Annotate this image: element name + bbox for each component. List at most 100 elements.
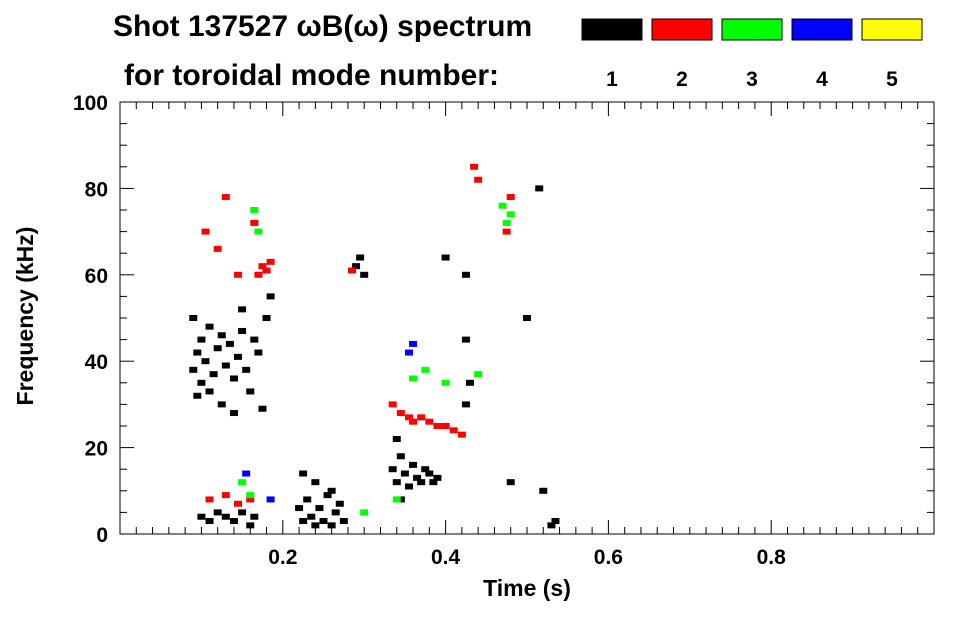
spectrum-point-n2 bbox=[433, 423, 442, 429]
spectrum-point-n1 bbox=[331, 509, 340, 516]
spectrum-point-n1 bbox=[295, 505, 304, 512]
spectrum-point-n1 bbox=[209, 371, 218, 378]
spectrum-point-n1 bbox=[221, 362, 230, 369]
spectrum-point-n1 bbox=[250, 513, 259, 520]
spectrum-point-n2 bbox=[409, 418, 418, 425]
spectrum-point-n1 bbox=[404, 483, 413, 490]
spectrum-point-n3 bbox=[506, 211, 515, 218]
spectrum-point-n1 bbox=[258, 405, 267, 412]
spectrum-point-n1 bbox=[392, 479, 401, 486]
data-marks bbox=[189, 163, 560, 529]
spectrum-point-n3 bbox=[254, 228, 263, 235]
spectrum-point-n2 bbox=[262, 267, 271, 274]
spectrum-point-n4 bbox=[404, 349, 413, 356]
spectrum-point-n1 bbox=[311, 522, 320, 529]
legend-swatch-3 bbox=[721, 18, 783, 41]
spectrum-point-n1 bbox=[327, 487, 336, 494]
spectrum-point-n2 bbox=[205, 496, 214, 503]
spectrum-point-n1 bbox=[547, 522, 556, 529]
spectrum-point-n3 bbox=[392, 496, 401, 503]
spectrum-point-n1 bbox=[461, 336, 470, 343]
spectrum-point-n3 bbox=[474, 371, 483, 378]
legend-swatch-4 bbox=[791, 18, 853, 41]
spectrum-point-n2 bbox=[258, 263, 267, 270]
spectrum-point-n1 bbox=[238, 306, 247, 313]
spectrum-point-n2 bbox=[506, 194, 515, 201]
spectrum-point-n1 bbox=[242, 366, 251, 373]
spectrum-point-n1 bbox=[425, 470, 434, 477]
chart-title-line2: for toroidal mode number: bbox=[124, 59, 499, 92]
spectrum-point-n1 bbox=[217, 332, 226, 339]
spectrum-point-n1 bbox=[299, 470, 308, 477]
spectrum-point-n1 bbox=[189, 315, 198, 321]
y-tick-label: 80 bbox=[85, 178, 108, 201]
spectrum-point-n1 bbox=[205, 518, 214, 525]
spectrum-point-n2 bbox=[404, 414, 413, 421]
spectrum-point-n2 bbox=[201, 228, 210, 235]
spectrum-point-n2 bbox=[396, 410, 405, 417]
spectrum-point-n1 bbox=[466, 379, 475, 386]
spectrum-point-n3 bbox=[421, 366, 430, 373]
spectrum-point-n2 bbox=[388, 401, 397, 408]
spectrum-point-n4 bbox=[242, 470, 251, 477]
chart-title-line1: Shot 137527 ωB(ω) spectrum bbox=[113, 10, 532, 43]
spectrum-point-n1 bbox=[213, 345, 222, 352]
spectrum-point-n1 bbox=[205, 388, 214, 395]
spectrum-point-n1 bbox=[417, 479, 426, 486]
spectrum-point-n1 bbox=[225, 340, 234, 347]
spectrum-point-n3 bbox=[246, 492, 255, 499]
x-tick-label: 0.8 bbox=[757, 546, 787, 569]
spectrum-point-n2 bbox=[254, 271, 263, 278]
spectrum-point-n1 bbox=[221, 513, 230, 520]
spectrum-point-n2 bbox=[221, 492, 230, 499]
y-tick-label: 100 bbox=[73, 92, 108, 115]
spectrum-point-n2 bbox=[457, 431, 466, 438]
spectrum-point-n2 bbox=[234, 271, 243, 278]
spectrum-point-n1 bbox=[429, 479, 438, 486]
spectrum-point-n1 bbox=[396, 496, 405, 503]
spectrum-point-n1 bbox=[413, 474, 422, 481]
spectrum-point-n1 bbox=[201, 358, 210, 365]
spectrum-point-n2 bbox=[246, 496, 255, 503]
spectrum-point-n1 bbox=[461, 401, 470, 408]
spectrum-point-n1 bbox=[409, 461, 418, 468]
spectrum-point-n3 bbox=[502, 219, 511, 226]
axes: 0 20 40 60 80 100 0.2 0.4 0.6 0.8 bbox=[73, 92, 934, 569]
spectrum-point-n1 bbox=[335, 500, 344, 507]
x-tick-label: 0.4 bbox=[431, 546, 461, 569]
spectrum-point-n1 bbox=[213, 509, 222, 516]
spectrum-point-n3 bbox=[441, 379, 450, 386]
y-tick-label: 20 bbox=[85, 438, 108, 461]
spectrum-point-n1 bbox=[217, 401, 226, 408]
spectrum-point-n1 bbox=[189, 366, 198, 373]
spectrum-point-n1 bbox=[327, 522, 336, 529]
spectrum-point-n2 bbox=[474, 176, 483, 183]
spectrum-point-n2 bbox=[347, 267, 356, 274]
spectrum-point-n1 bbox=[311, 479, 320, 486]
legend-swatch-5 bbox=[861, 18, 923, 41]
spectrum-point-n1 bbox=[238, 509, 247, 516]
spectrum-point-n1 bbox=[307, 513, 316, 520]
spectrum-point-n2 bbox=[234, 500, 243, 507]
spectrum-point-n1 bbox=[421, 466, 430, 473]
spectrum-point-n1 bbox=[246, 388, 255, 395]
spectrum-point-n1 bbox=[339, 518, 348, 525]
spectrum-point-n2 bbox=[221, 194, 230, 201]
spectrum-point-n1 bbox=[506, 479, 515, 486]
x-axis-label: Time (s) bbox=[483, 575, 571, 601]
spectrum-point-n1 bbox=[356, 254, 365, 261]
spectrum-point-n1 bbox=[352, 263, 361, 270]
spectrum-point-n1 bbox=[197, 379, 206, 386]
legend-label-2: 2 bbox=[676, 68, 688, 91]
legend-swatch-2 bbox=[651, 18, 713, 41]
spectrum-point-n1 bbox=[315, 505, 324, 512]
spectrum-point-n1 bbox=[299, 518, 308, 525]
spectrum-point-n1 bbox=[360, 271, 369, 278]
legend-label-5: 5 bbox=[886, 68, 898, 91]
legend-swatch-1 bbox=[581, 18, 643, 41]
legend: 1 2 3 4 5 bbox=[581, 18, 923, 91]
spectrum-point-n1 bbox=[461, 271, 470, 278]
legend-label-1: 1 bbox=[606, 68, 618, 91]
spectrum-point-n1 bbox=[523, 315, 531, 321]
spectrum-point-n1 bbox=[388, 466, 397, 473]
